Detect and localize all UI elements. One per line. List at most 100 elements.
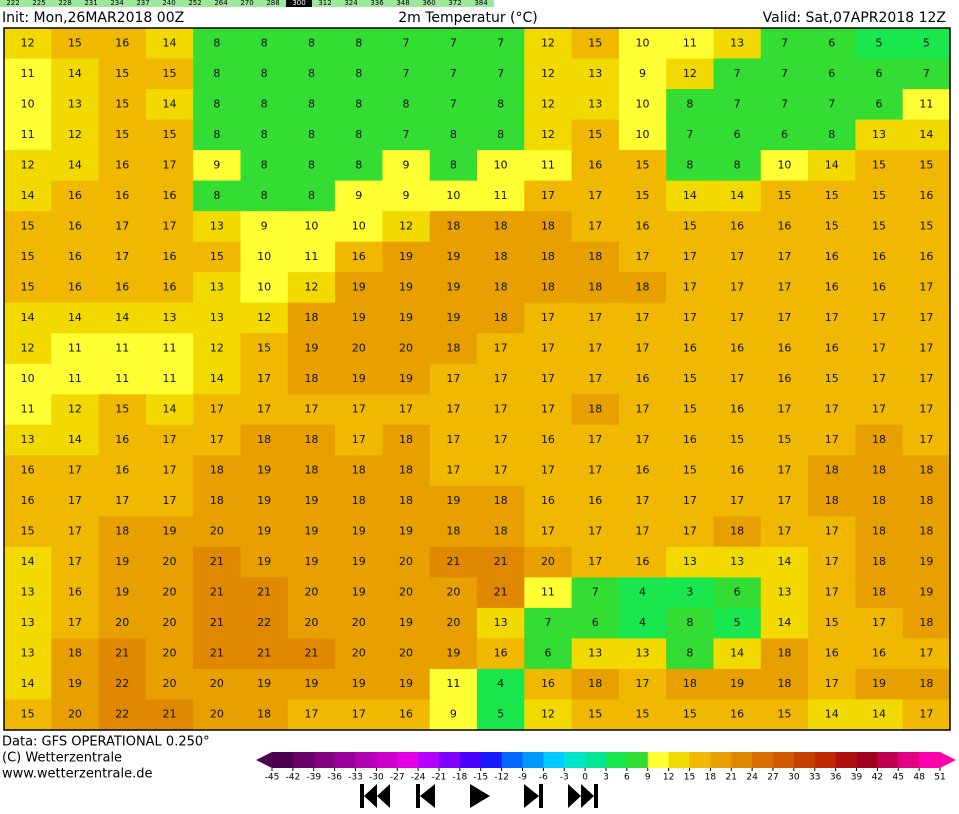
temp-value: 21 (163, 708, 177, 721)
temp-value: 7 (450, 36, 457, 49)
temp-value: 17 (636, 341, 650, 354)
temp-cell (429, 363, 478, 395)
temp-cell (666, 638, 714, 670)
temp-cell (240, 211, 289, 243)
temp-value: 18 (872, 433, 886, 446)
temp-cell (193, 699, 241, 731)
temp-cell (145, 546, 194, 578)
temp-value: 12 (541, 128, 555, 141)
temp-value: 16 (21, 464, 35, 477)
temp-value: 18 (446, 219, 460, 232)
temp-value: 17 (446, 372, 460, 385)
temp-cell (808, 58, 856, 90)
temp-value: 18 (872, 525, 886, 538)
temp-cell (193, 180, 241, 212)
temp-cell (713, 119, 762, 151)
temp-cell (902, 668, 951, 700)
temp-value: 8 (828, 128, 835, 141)
temp-value: 9 (450, 708, 457, 721)
temp-cell (145, 424, 194, 456)
temp-cell (287, 89, 336, 121)
colorbar-arrow (940, 752, 956, 768)
temp-cell (429, 485, 478, 517)
temp-value: 15 (21, 250, 35, 263)
temp-value: 18 (494, 280, 508, 293)
temp-value: 17 (730, 250, 744, 263)
temp-cell (51, 516, 100, 548)
colorbar-segment (689, 752, 711, 768)
temp-value: 17 (541, 372, 555, 385)
temp-cell (382, 302, 431, 334)
next-button[interactable] (524, 784, 543, 808)
temp-cell (571, 58, 620, 90)
temp-cell (240, 394, 289, 426)
data-source: Data: GFS OPERATIONAL 0.250° (2, 735, 210, 750)
temp-cell (713, 89, 762, 121)
temp-value: 20 (352, 616, 366, 629)
colorbar-segment (731, 752, 753, 768)
temp-cell (98, 363, 147, 395)
temp-value: 15 (115, 97, 129, 110)
temp-value: 22 (115, 708, 129, 721)
temp-cell (524, 577, 573, 609)
temp-value: 15 (588, 708, 602, 721)
temp-value: 15 (683, 219, 697, 232)
temp-cell (571, 516, 620, 548)
temp-value: 17 (919, 280, 933, 293)
temp-cell (240, 302, 289, 334)
temp-value: 16 (872, 647, 886, 660)
temp-cell (902, 333, 951, 365)
prev-button[interactable] (416, 784, 435, 808)
temp-value: 13 (163, 311, 177, 324)
temp-value: 16 (825, 280, 839, 293)
temp-cell (193, 333, 241, 365)
temp-cell (713, 180, 762, 212)
temp-cell (477, 150, 525, 182)
temp-value: 18 (588, 280, 602, 293)
first-button[interactable] (360, 784, 390, 808)
temp-value: 17 (446, 403, 460, 416)
temp-value: 17 (825, 433, 839, 446)
temp-value: 19 (352, 525, 366, 538)
temp-cell (335, 363, 383, 395)
temp-value: 21 (210, 555, 224, 568)
temp-cell (524, 455, 573, 487)
temp-cell (902, 89, 951, 121)
temp-value: 14 (777, 555, 791, 568)
temp-cell (193, 58, 241, 90)
temp-cell (618, 516, 667, 548)
last-button[interactable] (568, 784, 598, 808)
temp-value: 17 (541, 189, 555, 202)
temp-cell (618, 119, 667, 151)
temp-cell (855, 58, 904, 90)
temp-value: 17 (163, 219, 177, 232)
temp-cell (524, 363, 573, 395)
temp-value: 16 (68, 586, 82, 599)
temp-value: 11 (446, 677, 460, 690)
temp-cell (335, 607, 383, 639)
play-button[interactable] (470, 784, 490, 808)
temp-value: 16 (115, 189, 129, 202)
temp-value: 17 (399, 403, 413, 416)
temp-value: 8 (355, 97, 362, 110)
temp-cell (666, 302, 714, 334)
temp-cell (4, 333, 52, 365)
temp-value: 10 (21, 372, 35, 385)
temp-cell (145, 58, 194, 90)
temp-cell (571, 28, 620, 60)
temp-cell (4, 272, 52, 304)
temp-value: 16 (777, 372, 791, 385)
temp-value: 18 (304, 464, 318, 477)
temp-cell (4, 394, 52, 426)
temp-value: 14 (68, 67, 82, 80)
temp-cell (618, 241, 667, 273)
temp-cell (51, 607, 100, 639)
colorbar-segment (397, 752, 419, 768)
temp-value: 20 (163, 616, 177, 629)
temp-value: 16 (399, 708, 413, 721)
temp-value: 17 (588, 555, 602, 568)
temp-cell (713, 272, 762, 304)
scale-box (78, 0, 104, 7)
temp-value: 14 (683, 189, 697, 202)
temp-value: 10 (21, 97, 35, 110)
